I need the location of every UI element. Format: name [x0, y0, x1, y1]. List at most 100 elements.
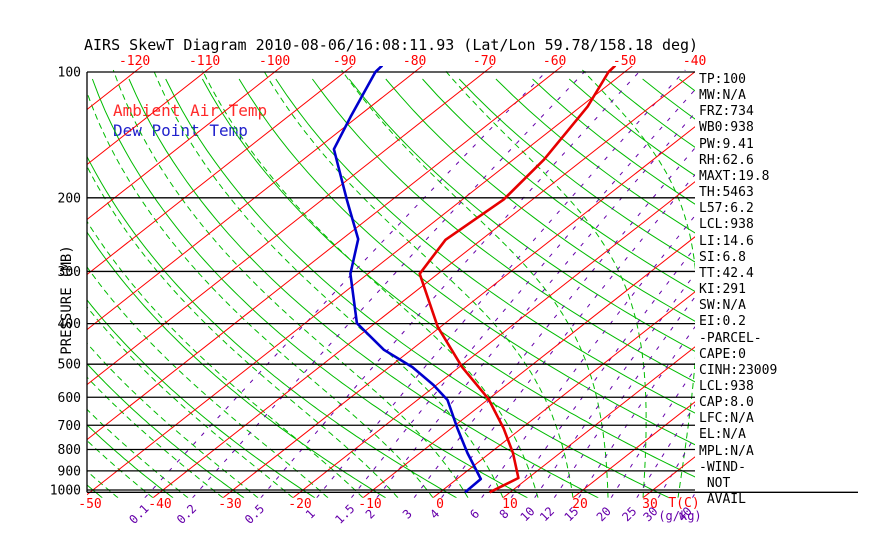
- moist-adiabat-line: [87, 165, 399, 498]
- moist-adiabat-line: [341, 69, 609, 498]
- bottom-temp-tick-label: 20: [572, 497, 588, 512]
- index-item: MPL:N/A: [699, 443, 754, 459]
- index-item: -WIND-: [699, 459, 746, 475]
- mixing-ratio-tick-label: 0.2: [174, 502, 199, 527]
- dry-adiabat-line: [128, 78, 599, 498]
- dry-adiabat-line: [385, 78, 695, 322]
- mixing-ratio-line: [376, 112, 695, 498]
- dry-adiabat-line: [165, 78, 670, 498]
- legend-air-temp: Ambient Air Temp: [113, 101, 268, 120]
- index-item: EI:0.2: [699, 314, 746, 330]
- index-item: -PARCEL-: [699, 330, 762, 346]
- dry-adiabat-line: [87, 299, 316, 498]
- moist-adiabat-line: [444, 69, 647, 498]
- index-item: LFC:N/A: [699, 411, 754, 427]
- pressure-tick-label: 300: [58, 265, 81, 280]
- dewpoint-profile-line: [332, 66, 483, 494]
- bottom-temp-tick-label: -50: [78, 497, 101, 512]
- top-temp-tick-label: -120: [119, 54, 150, 69]
- mixing-ratio-line: [553, 296, 695, 498]
- index-item: LI:14.6: [699, 233, 754, 249]
- mixing-ratio-tick-label: 0.5: [242, 502, 267, 527]
- isotherm-line: [87, 66, 283, 221]
- bottom-temp-tick-label: 10: [502, 497, 518, 512]
- index-item: NOT: [699, 475, 731, 491]
- indices-panel: TP:100 MW:N/A FRZ:734 WB0:938 PW:9.41 RH:62.6…: [699, 72, 777, 508]
- index-item: MW:N/A: [699, 88, 746, 104]
- moist-adiabat-line: [262, 69, 574, 498]
- mixing-ratio-line: [413, 147, 695, 498]
- bottom-temp-tick-label: -30: [218, 497, 241, 512]
- pressure-tick-label: 900: [58, 464, 81, 479]
- top-temp-tick-label: -100: [259, 54, 290, 69]
- top-temp-tick-label: -50: [613, 54, 636, 69]
- index-item: MAXT:19.8: [699, 168, 770, 184]
- index-item: TT:42.4: [699, 265, 754, 281]
- mixing-ratio-line: [481, 214, 695, 498]
- bottom-temp-tick-label: -10: [358, 497, 381, 512]
- dry-adiabat-line: [311, 78, 695, 383]
- isotherm-line: [502, 346, 695, 498]
- index-item: LCL:938: [699, 378, 754, 394]
- index-item: CAPE:0: [699, 346, 746, 362]
- index-item: SW:N/A: [699, 298, 746, 314]
- mixing-ratio-line: [192, 69, 587, 498]
- index-item: EL:N/A: [699, 427, 746, 443]
- index-item: FRZ:734: [699, 104, 754, 120]
- moist-adiabat-line: [0, 70, 48, 498]
- isotherm-line: [152, 71, 695, 498]
- axes-layer: [86, 71, 858, 493]
- temp-profile-line: [418, 66, 617, 494]
- dry-adiabat-line: [238, 78, 695, 446]
- pressure-axis-title: PRESSURE (MB): [59, 245, 75, 355]
- pressure-tick-label: 1000: [50, 484, 81, 499]
- moist-adiabat-line: [0, 70, 13, 498]
- pressure-tick-label: 600: [58, 391, 81, 406]
- dry-adiabat-line: [87, 362, 245, 498]
- top-temp-tick-label: -110: [189, 54, 220, 69]
- index-item: L57:6.2: [699, 201, 754, 217]
- top-temp-tick-label: -90: [333, 54, 356, 69]
- pressure-tick-label: 800: [58, 443, 81, 458]
- index-item: TP:100: [699, 72, 746, 87]
- index-item: KI:291: [699, 282, 746, 298]
- top-temp-tick-label: -70: [473, 54, 496, 69]
- dry-adiabat-line: [87, 231, 386, 498]
- mixing-ratio-tick-label: 12: [537, 504, 557, 524]
- bottom-temp-tick-label: 30: [642, 497, 658, 512]
- index-item: LCL:938: [699, 217, 754, 233]
- mixing-ratio-unit-label: (g/kg): [658, 509, 701, 523]
- temp-unit-label: T(C): [668, 496, 699, 511]
- isotherm-line: [87, 66, 633, 496]
- mixing-ratio-line: [260, 69, 642, 498]
- index-item: CINH:23009: [699, 362, 778, 378]
- isotherm-line: [87, 66, 353, 276]
- mixing-ratio-tick-label: 25: [619, 504, 639, 524]
- isotherm-line: [362, 236, 695, 498]
- pressure-tick-label: 500: [58, 358, 81, 373]
- mixing-ratio-line: [350, 89, 695, 498]
- bottom-temp-tick-label: -40: [148, 497, 171, 512]
- isotherm-line: [87, 66, 213, 166]
- mixing-ratio-tick-label: 6: [467, 507, 482, 522]
- mixing-ratio-line: [441, 173, 695, 498]
- bottom-temp-tick-label: 0: [436, 497, 444, 512]
- moist-adiabat-line: [87, 266, 329, 498]
- top-temp-tick-label: -80: [403, 54, 426, 69]
- mixing-ratio-line: [144, 69, 549, 498]
- mixing-ratio-tick-label: 10: [518, 504, 538, 524]
- index-item: AVAIL: [699, 492, 746, 508]
- index-item: SI:6.8: [699, 249, 746, 265]
- index-item: RH:62.6: [699, 152, 754, 168]
- mixing-ratio-line: [510, 246, 695, 498]
- pressure-tick-label: 200: [58, 191, 81, 206]
- index-item: CAP:8.0: [699, 395, 754, 411]
- moist-adiabat-line: [112, 69, 469, 498]
- mixing-ratio-tick-label: 1.5: [332, 502, 357, 527]
- dry-adiabat-line: [348, 78, 695, 352]
- moist-adiabat-line: [582, 69, 695, 498]
- dry-adiabat-line: [458, 78, 695, 263]
- pressure-tick-label: 100: [58, 66, 81, 81]
- mixing-ratio-tick-label: 20: [594, 504, 614, 524]
